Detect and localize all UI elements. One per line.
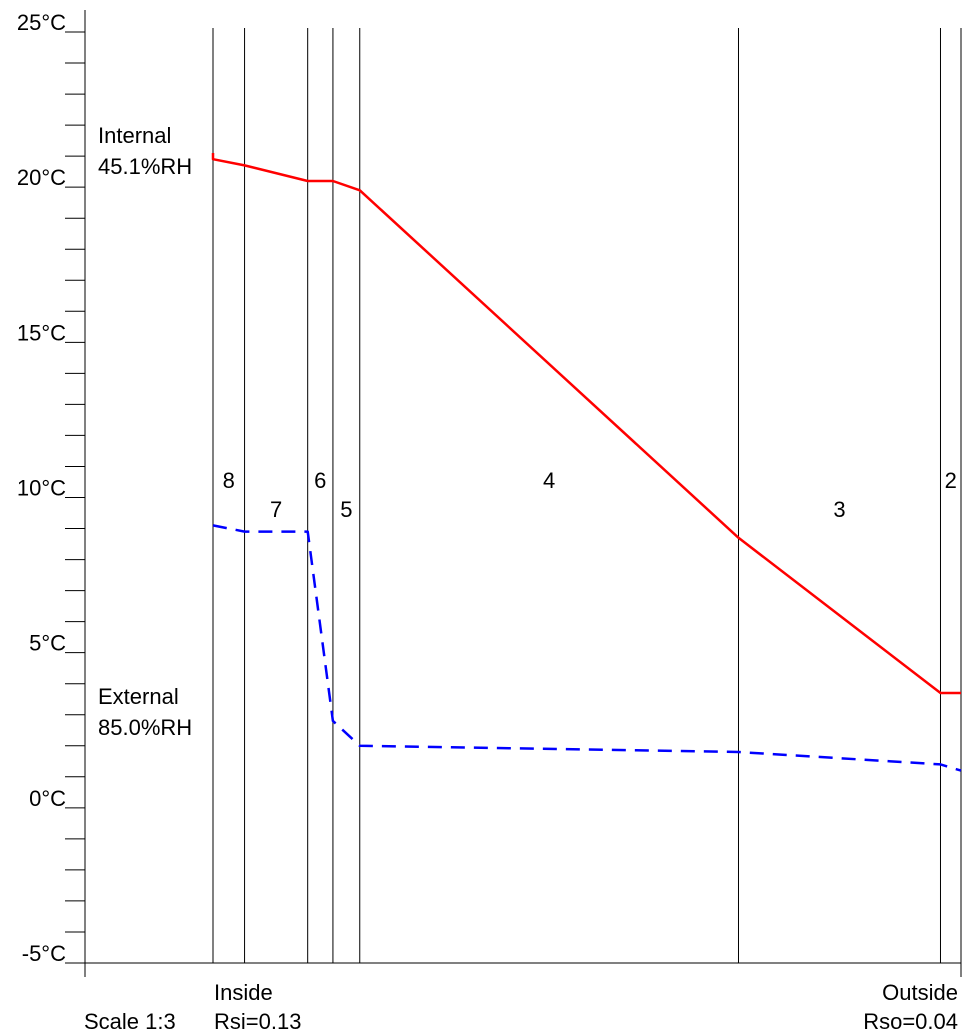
y-tick-label: 0°C <box>29 786 66 811</box>
layer-label: 7 <box>270 497 282 522</box>
dewpoint-series-line <box>212 524 962 772</box>
layer-label: 5 <box>340 497 352 522</box>
y-tick-label: 20°C <box>17 165 66 190</box>
scale-label: Scale 1:3 <box>84 1009 176 1034</box>
layer-labels: 8 7 65 4 3 2 <box>223 468 957 522</box>
y-tick-label: 5°C <box>29 631 66 656</box>
external-label: External <box>98 684 179 709</box>
layer-label: 6 <box>314 468 326 493</box>
inside-label: Inside <box>214 980 273 1005</box>
y-axis: 25°C 20°C 15°C 10°C 5°C 0°C -5°C <box>17 10 961 977</box>
series-group <box>211 153 962 772</box>
outside-label: Outside <box>882 980 958 1005</box>
y-tick-label: 25°C <box>17 10 66 35</box>
layer-label: 3 <box>833 497 845 522</box>
layer-label: 2 <box>945 468 957 493</box>
layer-label: 8 <box>223 468 235 493</box>
y-tick-label: -5°C <box>22 941 66 966</box>
y-tick-label: 15°C <box>17 320 66 345</box>
layer-label: 4 <box>543 468 555 493</box>
rso-label: Rso=0.04 <box>863 1009 958 1034</box>
temperature-series-line <box>211 153 961 695</box>
internal-rh-label: 45.1%RH <box>98 154 192 179</box>
y-tick-label: 10°C <box>17 476 66 501</box>
internal-label: Internal <box>98 123 171 148</box>
rsi-label: Rsi=0.13 <box>214 1009 301 1034</box>
layer-interfaces <box>212 28 962 977</box>
external-rh-label: 85.0%RH <box>98 715 192 740</box>
